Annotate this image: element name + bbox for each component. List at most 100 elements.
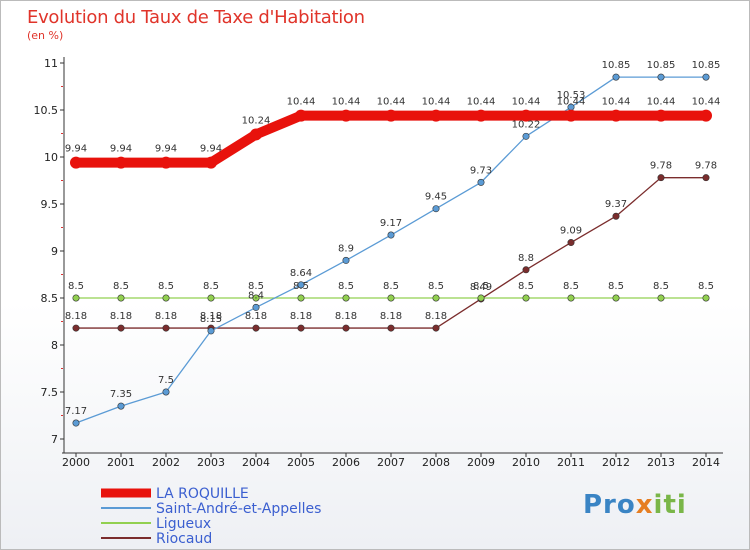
data-label: 9.73 [470, 165, 492, 176]
data-label: 8.5 [293, 281, 309, 292]
data-point [387, 231, 395, 239]
data-label: 9.94 [110, 144, 132, 155]
y-tick-label: 10.5 [34, 104, 59, 117]
data-point [522, 266, 530, 274]
data-point [432, 294, 440, 302]
data-label: 8.15 [200, 314, 222, 325]
data-point [612, 294, 620, 302]
data-label: 10.85 [602, 60, 631, 71]
logo-part-1: Pro [583, 490, 636, 520]
data-label: 10.85 [692, 60, 721, 71]
data-label: 8.18 [380, 311, 402, 322]
data-point [162, 388, 170, 396]
data-point [252, 303, 260, 311]
data-point [160, 156, 172, 169]
data-point [387, 294, 395, 302]
data-point [567, 294, 575, 302]
chart-unit: (en %) [27, 29, 64, 42]
data-label: 8.49 [470, 282, 492, 293]
data-label: 8.8 [518, 253, 534, 264]
data-point [205, 156, 217, 169]
y-tick-label: 7 [51, 433, 58, 446]
data-label: 8.5 [203, 281, 219, 292]
series-ligueux [72, 294, 710, 302]
data-point [475, 109, 487, 122]
data-point [297, 294, 305, 302]
data-point [612, 212, 620, 220]
data-label: 8.18 [290, 311, 312, 322]
data-label: 8.18 [335, 311, 357, 322]
data-point [162, 294, 170, 302]
y-tick-label: 10 [44, 151, 58, 164]
data-label: 9.94 [65, 144, 87, 155]
data-point [657, 73, 665, 81]
series-saint-andr-et-appelles [72, 73, 710, 427]
series-la-roquille [70, 109, 712, 169]
x-tick-label: 2004 [242, 456, 270, 469]
data-point [385, 109, 397, 122]
data-label: 8.18 [155, 311, 177, 322]
data-label: 8.18 [425, 311, 447, 322]
data-point [520, 109, 532, 122]
data-label: 8.5 [158, 281, 174, 292]
x-tick-label: 2000 [62, 456, 90, 469]
y-tick-label: 8.5 [41, 292, 59, 305]
data-label: 8.9 [338, 243, 354, 254]
data-point [297, 324, 305, 332]
x-tick-label: 2008 [422, 456, 450, 469]
data-label: 8.4 [248, 290, 264, 301]
data-point [655, 109, 667, 122]
data-point [702, 73, 710, 81]
data-label: 8.5 [563, 281, 579, 292]
logo-part-3: iti [653, 490, 687, 520]
data-label: 8.18 [65, 311, 87, 322]
data-point [700, 109, 712, 122]
data-point [250, 128, 262, 141]
legend-label: Saint-André-et-Appelles [156, 501, 321, 517]
data-point [612, 73, 620, 81]
data-point [252, 324, 260, 332]
x-tick-label: 2014 [692, 456, 720, 469]
data-label: 10.44 [332, 97, 361, 108]
data-label: 8.5 [608, 281, 624, 292]
data-point [610, 109, 622, 122]
data-label: 7.5 [158, 375, 174, 386]
data-label: 10.22 [512, 119, 541, 130]
legend-label: Ligueux [156, 516, 211, 532]
data-label: 8.5 [518, 281, 534, 292]
data-point [522, 132, 530, 140]
data-point [340, 109, 352, 122]
y-tick-label: 9.5 [41, 198, 59, 211]
data-label: 10.44 [512, 97, 541, 108]
data-label: 10.44 [557, 97, 586, 108]
data-point [702, 174, 710, 182]
x-tick-label: 2007 [377, 456, 405, 469]
data-label: 10.44 [647, 97, 676, 108]
data-label: 10.44 [287, 97, 316, 108]
data-label: 8.5 [338, 281, 354, 292]
data-label: 9.45 [425, 192, 447, 203]
data-label: 8.5 [698, 281, 714, 292]
x-tick-label: 2003 [197, 456, 225, 469]
data-point [567, 239, 575, 247]
data-point [342, 256, 350, 264]
data-label: 9.09 [560, 226, 582, 237]
data-label: 8.18 [245, 311, 267, 322]
x-tick-label: 2013 [647, 456, 675, 469]
data-point [207, 294, 215, 302]
data-point [702, 294, 710, 302]
x-tick-label: 2010 [512, 456, 540, 469]
x-tick-label: 2012 [602, 456, 630, 469]
data-label: 8.5 [473, 281, 489, 292]
x-tick-label: 2009 [467, 456, 495, 469]
data-label: 9.94 [155, 144, 177, 155]
data-label: 8.64 [290, 268, 312, 279]
data-label: 8.5 [68, 281, 84, 292]
x-tick-label: 2006 [332, 456, 360, 469]
data-point [117, 294, 125, 302]
data-point [252, 294, 260, 302]
data-point [72, 294, 80, 302]
y-tick-label: 8 [51, 339, 58, 352]
